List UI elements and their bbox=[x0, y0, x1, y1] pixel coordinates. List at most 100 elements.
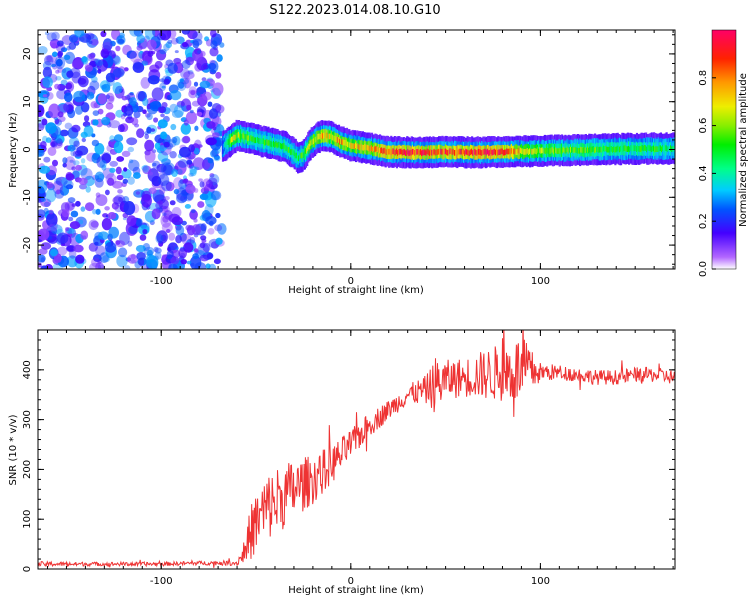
signal-cell bbox=[426, 148, 429, 155]
noise-blob bbox=[86, 91, 95, 100]
signal-cell bbox=[558, 147, 561, 154]
noise-blob bbox=[127, 146, 135, 153]
figure-title: S122.2023.014.08.10.G10 bbox=[269, 3, 440, 18]
noise-blob bbox=[161, 180, 172, 192]
noise-blob bbox=[109, 167, 116, 173]
noise-blob bbox=[173, 188, 180, 195]
noise-blob bbox=[108, 120, 120, 129]
noise-blob bbox=[180, 78, 190, 85]
noise-blob bbox=[52, 263, 63, 269]
signal-cell bbox=[608, 146, 611, 153]
signal-cell bbox=[249, 136, 252, 142]
signal-cell bbox=[408, 150, 411, 157]
noise-blob bbox=[133, 172, 141, 179]
noise-blob bbox=[112, 67, 125, 78]
signal-cell bbox=[463, 148, 466, 155]
signal-cell bbox=[673, 145, 675, 152]
noise-blob bbox=[189, 255, 202, 269]
y-tick-label: 100 bbox=[22, 510, 33, 529]
noise-blob bbox=[135, 218, 143, 227]
noise-blob bbox=[89, 262, 101, 269]
signal-cell bbox=[328, 133, 331, 140]
noise-blob bbox=[157, 119, 168, 129]
noise-blob bbox=[139, 234, 147, 241]
noise-blob bbox=[42, 94, 48, 98]
signal-cell bbox=[344, 140, 347, 146]
noise-blob bbox=[181, 233, 192, 246]
noise-blob bbox=[92, 208, 97, 215]
noise-blob bbox=[101, 153, 112, 164]
noise-blob bbox=[126, 215, 137, 227]
noise-blob bbox=[168, 263, 178, 269]
signal-cell bbox=[477, 148, 480, 155]
noise-blob bbox=[46, 92, 54, 100]
signal-cell bbox=[614, 146, 617, 153]
noise-blob bbox=[128, 159, 134, 164]
noise-blob bbox=[81, 137, 87, 143]
noise-blob bbox=[62, 162, 67, 168]
noise-blob bbox=[169, 151, 177, 159]
noise-blob bbox=[109, 135, 115, 142]
noise-blob bbox=[142, 229, 148, 235]
noise-blob bbox=[95, 208, 101, 215]
noise-blob bbox=[127, 254, 139, 264]
noise-blob bbox=[94, 177, 104, 188]
noise-blob bbox=[81, 31, 86, 36]
noise-blob bbox=[212, 82, 224, 96]
signal-cell bbox=[590, 147, 593, 154]
noise-blob bbox=[97, 93, 107, 105]
noise-blob bbox=[189, 236, 196, 244]
noise-blob bbox=[54, 56, 66, 70]
noise-blob bbox=[162, 205, 170, 213]
noise-blob bbox=[85, 64, 93, 72]
signal-cell bbox=[223, 143, 226, 150]
noise-blob bbox=[78, 219, 84, 225]
noise-blob bbox=[151, 87, 164, 101]
snr-series-line bbox=[38, 330, 675, 568]
noise-blob bbox=[71, 124, 81, 133]
signal-cell bbox=[444, 148, 447, 155]
signal-cell bbox=[591, 146, 594, 153]
noise-blob bbox=[74, 30, 84, 38]
signal-cell bbox=[508, 148, 511, 155]
noise-blob bbox=[56, 189, 61, 195]
x-tick-label: -100 bbox=[150, 576, 173, 587]
noise-blob bbox=[144, 133, 149, 140]
signal-cell bbox=[228, 138, 231, 145]
noise-blob bbox=[41, 265, 48, 269]
signal-cell bbox=[650, 146, 653, 153]
signal-cell bbox=[262, 138, 265, 145]
noise-blob bbox=[135, 191, 140, 195]
noise-blob bbox=[84, 115, 90, 122]
noise-blob bbox=[57, 50, 64, 57]
spectrogram-plot-area bbox=[38, 30, 675, 269]
signal-cell bbox=[265, 139, 268, 146]
noise-blob bbox=[152, 162, 157, 167]
signal-cell bbox=[386, 148, 389, 155]
noise-blob bbox=[132, 62, 145, 73]
snr-x-axis: -100 0 100 bbox=[46, 330, 674, 587]
x-tick-label: 100 bbox=[531, 576, 550, 587]
noise-blob bbox=[186, 104, 192, 111]
noise-blob bbox=[147, 50, 154, 57]
noise-blob bbox=[187, 70, 194, 75]
y-tick-label: 400 bbox=[22, 360, 33, 379]
noise-blob bbox=[52, 159, 58, 167]
noise-blob bbox=[38, 262, 42, 268]
noise-blob bbox=[199, 181, 205, 188]
noise-blob bbox=[73, 244, 84, 253]
noise-blob bbox=[144, 139, 155, 152]
noise-blob bbox=[124, 105, 134, 116]
colorbar-tick-label: 0.6 bbox=[698, 118, 709, 134]
noise-blob bbox=[91, 76, 98, 83]
noise-blob bbox=[50, 248, 58, 257]
signal-cell bbox=[486, 148, 490, 155]
noise-blob bbox=[79, 183, 87, 190]
signal-cell bbox=[521, 148, 524, 155]
signal-cell bbox=[532, 148, 535, 155]
signal-cell bbox=[546, 147, 549, 153]
noise-blob bbox=[90, 220, 99, 228]
noise-blob bbox=[62, 157, 68, 164]
noise-blob bbox=[142, 164, 149, 173]
noise-blob bbox=[200, 223, 207, 232]
